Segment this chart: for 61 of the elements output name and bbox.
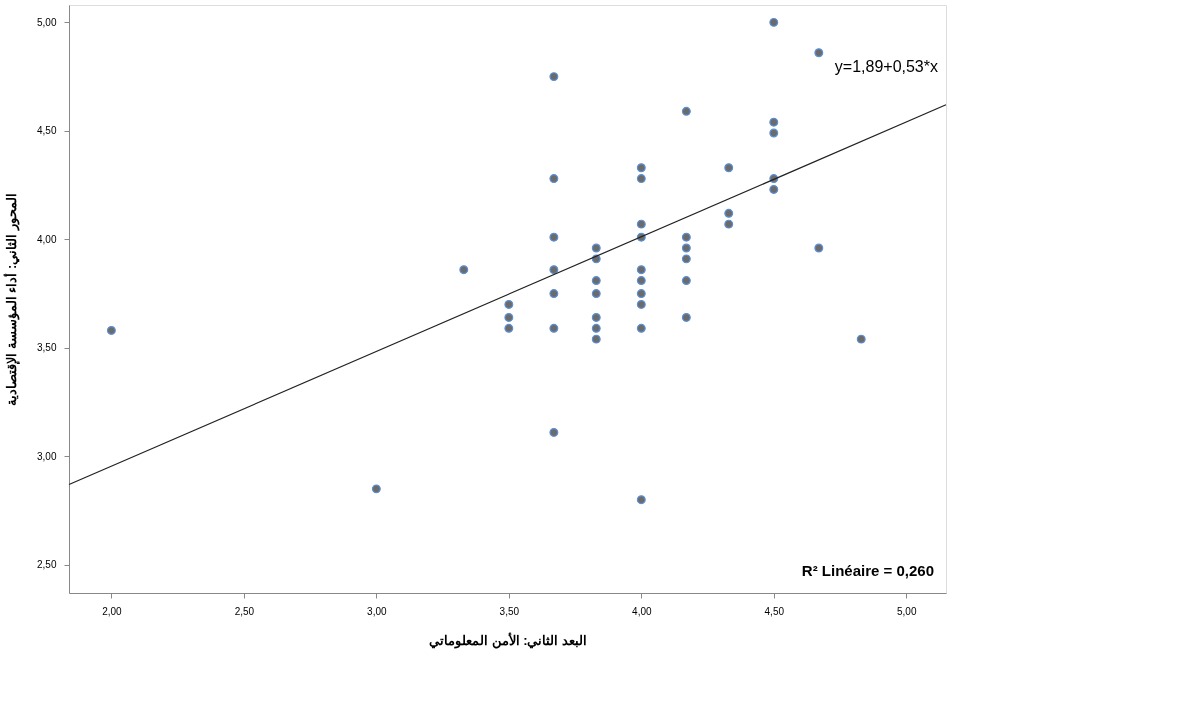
point	[549, 232, 559, 242]
point	[636, 289, 646, 299]
point	[591, 289, 601, 299]
point	[504, 299, 514, 309]
y-tick-label: 3,00	[37, 450, 57, 462]
point	[814, 48, 824, 58]
y-axis-title: المحور الثاني: أداء المؤسسة الإقتصادية	[3, 193, 21, 406]
point	[769, 184, 779, 194]
annotation: y=1,89+0,53*x	[834, 58, 938, 75]
point	[681, 276, 691, 286]
point	[549, 427, 559, 437]
point	[591, 323, 601, 333]
point	[504, 323, 514, 333]
x-tick-label: 3,00	[367, 605, 388, 617]
point	[636, 276, 646, 286]
x-tick-label: 2,00	[102, 605, 123, 617]
x-tick-label: 5,00	[897, 605, 917, 617]
point	[371, 484, 381, 494]
x-tick-label: 4,50	[764, 605, 785, 617]
point	[636, 219, 646, 229]
x-tick-label: 3,50	[499, 605, 520, 617]
point	[504, 312, 514, 322]
point	[681, 312, 691, 322]
point	[636, 265, 646, 275]
x-axis-title: البعد الثاني: الأمن المعلوماتي	[428, 631, 588, 649]
point	[549, 265, 559, 275]
point	[769, 128, 779, 138]
point	[636, 174, 646, 184]
point	[591, 334, 601, 344]
y-tick-label: 4,50	[37, 125, 57, 137]
y-tick-label: 2,50	[37, 559, 57, 571]
annotation: R² Linéaire = 0,260	[801, 562, 934, 579]
point	[681, 254, 691, 264]
point	[549, 174, 559, 184]
point	[549, 323, 559, 333]
point	[106, 326, 116, 335]
point	[769, 117, 779, 127]
point	[636, 323, 646, 333]
x-tick-label: 4,00	[632, 605, 652, 617]
y-tick-label: 4,00	[37, 233, 57, 245]
point	[814, 243, 824, 253]
point	[636, 299, 646, 309]
point	[549, 289, 559, 299]
point	[591, 243, 601, 253]
point	[724, 219, 734, 229]
point	[636, 495, 646, 505]
point	[681, 243, 691, 253]
y-tick-label: 5,00	[37, 16, 57, 28]
x-tick-label: 2,50	[234, 605, 255, 617]
y-tick-label: 3,50	[37, 342, 57, 354]
point	[856, 334, 866, 344]
point	[459, 265, 469, 275]
point	[681, 232, 691, 242]
point	[724, 163, 734, 173]
point	[769, 17, 779, 27]
point	[591, 276, 601, 286]
point	[549, 72, 559, 82]
point	[636, 163, 646, 173]
point	[681, 106, 691, 116]
point	[591, 312, 601, 322]
point	[724, 208, 734, 218]
